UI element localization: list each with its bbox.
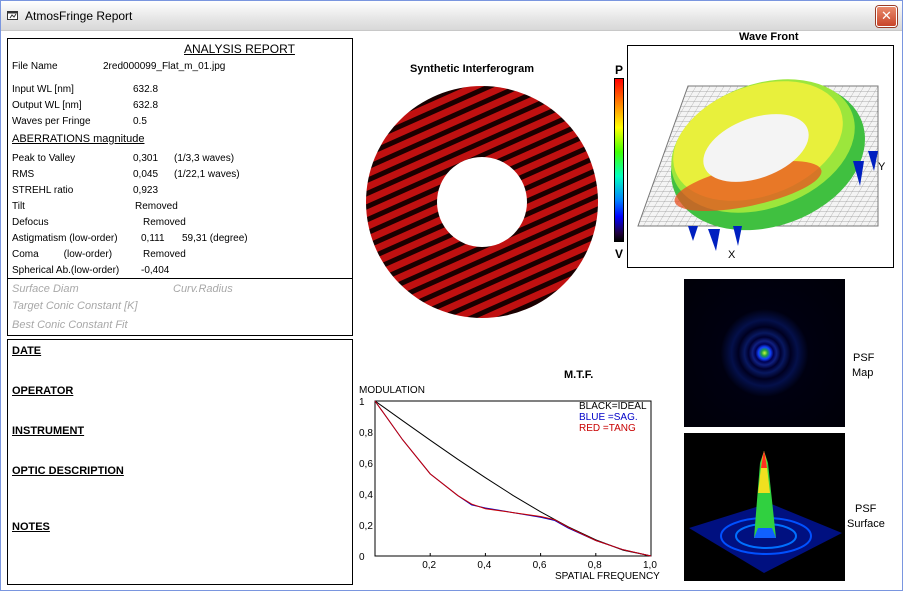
analysis-report-panel: ANALYSIS REPORT File Name 2red000099_Fla… (7, 38, 353, 336)
mtf-plot-frame (374, 400, 652, 557)
colorbar (614, 78, 624, 242)
target-conic-label: Target Conic Constant [K] (12, 300, 138, 312)
mtf-x-tick-label: 1,0 (643, 560, 657, 571)
spherical-label: Spherical Ab.(low-order) (12, 265, 120, 276)
strehl-label: STREHL ratio (12, 185, 74, 196)
mtf-y-tick-label: 0,4 (359, 490, 373, 501)
mtf-legend-entry: RED =TANG (579, 423, 636, 434)
divider (8, 278, 352, 279)
ptv-waves: (1/3,3 waves) (174, 153, 235, 164)
instrument-heading: INSTRUMENT (12, 425, 85, 437)
colorbar-top-label: P (615, 63, 624, 77)
defocus-label: Defocus (12, 217, 49, 228)
mtf-legend-entry: BLACK=IDEAL (579, 401, 647, 412)
mtf-ylabel: MODULATION (359, 385, 425, 396)
mtf-chart: M.T.F. MODULATION SPATIAL FREQUENCY 0 0,2… (359, 369, 660, 582)
waves-per-fringe-value: 0.5 (133, 116, 147, 127)
mtf-y-tick-label: 0 (359, 552, 365, 563)
output-wl-label: Output WL [nm] (12, 100, 82, 111)
input-wl-label: Input WL [nm] (12, 84, 74, 95)
surface-diam-label: Surface Diam (12, 283, 79, 295)
rms-value: 0,045 (133, 169, 159, 180)
astigmatism-value: 0,111 (141, 233, 165, 244)
title-bar[interactable]: AtmosFringe Report ✕ (1, 1, 902, 31)
psf-surface-image (684, 433, 845, 581)
colorbar-bottom-label: V (615, 247, 624, 261)
mtf-y-tick-label: 0,6 (359, 459, 373, 470)
coma-value: Removed (143, 249, 186, 260)
mtf-x-tick-label: 0,6 (533, 560, 547, 571)
output-wl-value: 632.8 (133, 100, 159, 111)
strehl-value: 0,923 (133, 185, 159, 196)
ptv-value: 0,301 (133, 153, 159, 164)
operator-heading: OPERATOR (12, 385, 74, 397)
wavefront-title: Wave Front (739, 31, 799, 43)
app-icon (7, 11, 18, 20)
coma-label: Coma (low-order) (12, 249, 113, 260)
psf-map-label-1: PSF (853, 352, 875, 364)
file-name-label: File Name (12, 61, 58, 72)
file-name-value: 2red000099_Flat_m_01.jpg (103, 61, 226, 72)
defocus-value: Removed (143, 217, 186, 228)
date-heading: DATE (12, 345, 42, 357)
psf-surface-label-2: Surface (847, 518, 885, 530)
report-heading: ANALYSIS REPORT (184, 42, 295, 56)
curv-radius-label: Curv.Radius (173, 283, 233, 295)
mtf-x-tick-label: 0,8 (588, 560, 602, 571)
waves-per-fringe-label: Waves per Fringe (12, 116, 91, 127)
astigmatism-angle: 59,31 (degree) (182, 233, 248, 244)
input-wl-value: 632.8 (133, 84, 159, 95)
notes-heading: NOTES (12, 521, 50, 533)
optic-description-heading: OPTIC DESCRIPTION (12, 465, 124, 477)
interferogram-title: Synthetic Interferogram (410, 63, 535, 75)
mtf-xlabel: SPATIAL FREQUENCY (555, 571, 660, 582)
rms-waves: (1/22,1 waves) (174, 169, 240, 180)
wavefront-surface: X Y (637, 79, 886, 261)
spherical-value: -0,404 (141, 265, 170, 276)
mtf-legend-entry: BLUE =SAG. (579, 412, 638, 423)
ptv-label: Peak to Valley (12, 153, 76, 164)
wavefront-panel: X Y (627, 45, 894, 268)
psf-map-image (684, 279, 845, 427)
mtf-x-tick-label: 0,2 (422, 560, 436, 571)
astigmatism-label: Astigmatism (low-order) (12, 233, 118, 244)
notes-panel[interactable]: DATE OPERATOR INSTRUMENT OPTIC DESCRIPTI… (7, 339, 353, 585)
psf-map-label-2: Map (852, 367, 874, 379)
wavefront-y-axis: Y (878, 161, 886, 173)
aberrations-heading: ABERRATIONS magnitude (12, 133, 145, 145)
tilt-value: Removed (135, 201, 178, 212)
mtf-title: M.T.F. (564, 369, 593, 381)
mtf-x-tick-label: 0,4 (477, 560, 491, 571)
tilt-label: Tilt (12, 201, 25, 212)
mtf-y-tick-label: 0,2 (359, 521, 373, 532)
mtf-y-tick-label: 0,8 (359, 428, 373, 439)
mtf-series-tang (374, 400, 652, 557)
rms-label: RMS (12, 169, 35, 180)
psf-surface-label-1: PSF (855, 503, 877, 515)
best-conic-label: Best Conic Constant Fit (12, 319, 128, 331)
mtf-y-tick-label: 1 (359, 397, 365, 408)
window-title: AtmosFringe Report (25, 9, 133, 23)
wavefront-x-axis: X (728, 249, 736, 261)
close-button[interactable]: ✕ (876, 6, 897, 27)
interferogram-image (365, 85, 599, 319)
